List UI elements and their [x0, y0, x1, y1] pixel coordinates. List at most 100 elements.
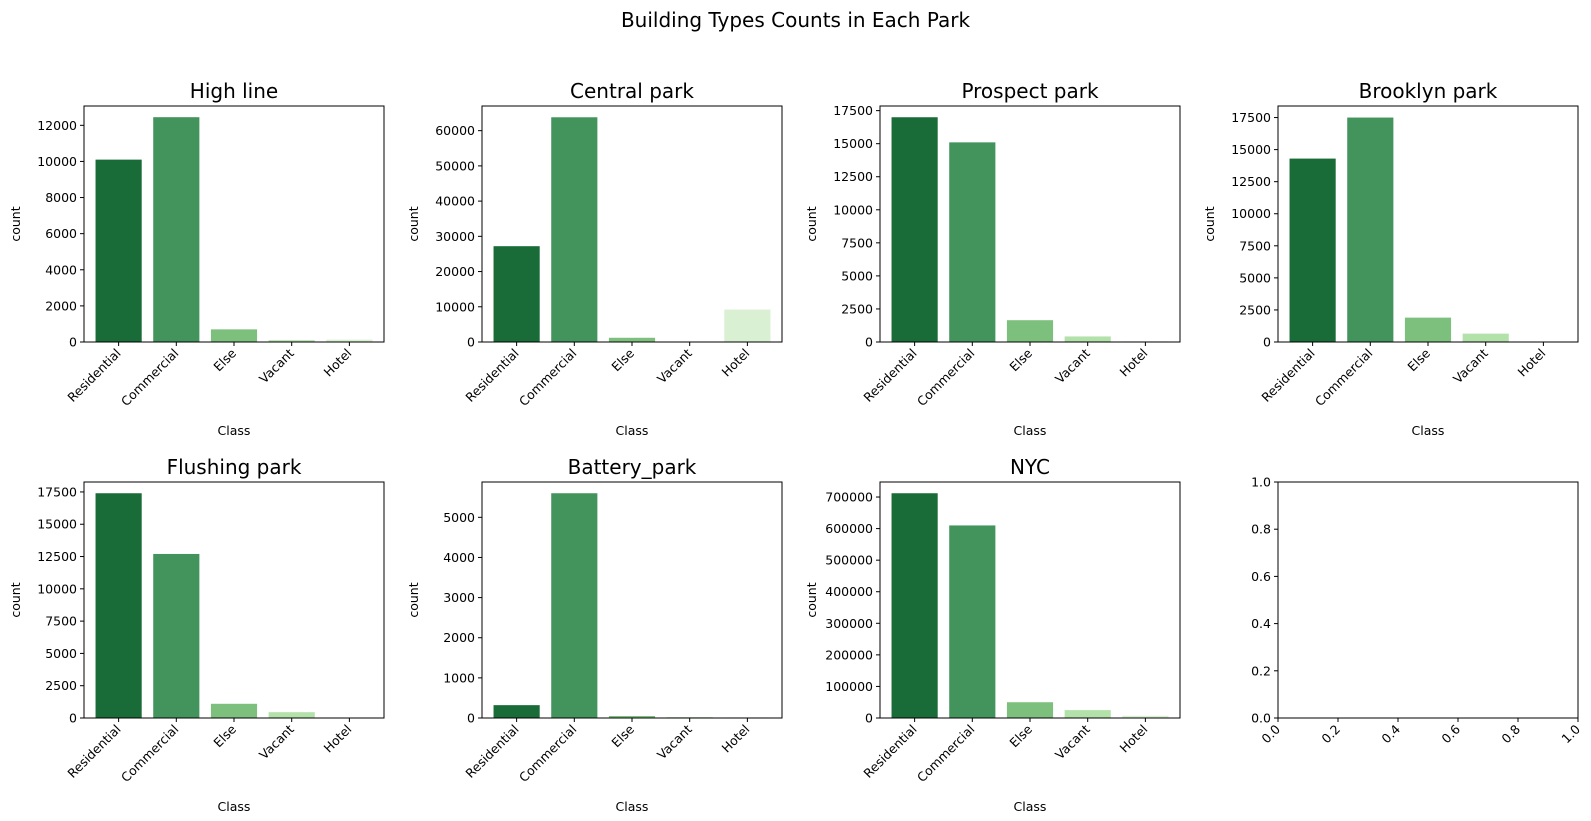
x-tick-label: Commercial	[1312, 346, 1375, 409]
y-tick-label: 0.4	[1251, 616, 1271, 631]
x-tick-label: Else	[210, 721, 239, 750]
axes-frame	[83, 105, 385, 343]
y-axis-label: count	[804, 206, 819, 241]
y-tick-label: 5000	[443, 510, 475, 525]
bar-else	[608, 337, 656, 342]
x-tick-label: 0.2	[1318, 722, 1343, 747]
y-tick-label: 2500	[841, 301, 873, 316]
bar-hotel	[724, 309, 771, 342]
y-tick-label: 3000	[443, 590, 475, 605]
y-tick-label: 0.2	[1251, 663, 1271, 678]
y-tick-label: 10000	[833, 202, 873, 217]
x-tick-label: Vacant	[256, 721, 297, 762]
x-tick-label: Residential	[64, 722, 123, 781]
y-axis-label: count	[8, 206, 23, 241]
x-tick-label: Residential	[462, 346, 521, 405]
subplot-title: Battery_park	[568, 455, 697, 479]
bar-vacant	[1462, 333, 1509, 342]
x-tick-label: Else	[1006, 345, 1035, 374]
x-tick-label: 0.6	[1438, 721, 1463, 746]
axes-frame	[481, 481, 783, 719]
bar-residential	[95, 159, 142, 342]
x-axis-label: Class	[1412, 423, 1445, 438]
x-tick-label: Commercial	[914, 722, 977, 785]
x-tick-label: Else	[210, 345, 239, 374]
y-tick-label: 2500	[45, 678, 77, 693]
y-tick-label: 0.6	[1251, 569, 1271, 584]
bar-commercial	[551, 117, 598, 343]
y-tick-label: 0	[467, 335, 475, 350]
x-tick-label: Vacant	[1052, 721, 1093, 762]
x-tick-label: Commercial	[516, 722, 579, 785]
y-tick-label: 12000	[37, 118, 77, 133]
y-tick-label: 600000	[825, 521, 873, 536]
y-tick-label: 1000	[443, 670, 475, 685]
bar-else	[210, 703, 258, 718]
bar-commercial	[949, 525, 996, 718]
y-tick-label: 12500	[833, 169, 873, 184]
bar-else	[210, 329, 258, 342]
y-tick-label: 500000	[825, 553, 873, 568]
bar-residential	[493, 705, 540, 718]
bar-commercial	[153, 553, 200, 718]
y-tick-label: 7500	[45, 614, 77, 629]
x-tick-label: Commercial	[914, 346, 977, 409]
y-tick-label: 1.0	[1251, 475, 1271, 490]
x-tick-label: Commercial	[516, 346, 579, 409]
y-tick-label: 50000	[435, 158, 475, 173]
y-tick-label: 0	[467, 711, 475, 726]
x-tick-label: Vacant	[1052, 345, 1093, 386]
y-tick-label: 6000	[45, 226, 77, 241]
x-tick-label: Else	[1404, 345, 1433, 374]
y-tick-label: 8000	[45, 190, 77, 205]
y-tick-label: 12500	[1231, 174, 1271, 189]
x-tick-label: 0.8	[1498, 721, 1523, 746]
axes-frame	[83, 481, 385, 719]
x-tick-label: Hotel	[320, 722, 354, 756]
x-tick-label: Vacant	[256, 345, 297, 386]
y-tick-label: 7500	[841, 235, 873, 250]
subplot-title: High line	[190, 79, 278, 103]
bar-hotel	[1122, 715, 1169, 718]
x-tick-label: 1.0	[1558, 721, 1583, 746]
subplot-8: 0.0 0.2 0.4 0.6 0.8 1.00.00.20.40.60.81.0	[1251, 475, 1583, 747]
bar-else	[1006, 320, 1054, 342]
subplot-title: NYC	[1010, 455, 1050, 479]
x-tick-label: Vacant	[654, 345, 695, 386]
x-tick-label: Hotel	[1116, 722, 1150, 756]
bar-hotel	[326, 339, 373, 342]
bar-else	[608, 715, 656, 718]
y-tick-label: 0	[69, 711, 77, 726]
y-tick-label: 5000	[841, 268, 873, 283]
axes-frame	[1277, 481, 1579, 719]
y-tick-label: 700000	[825, 490, 873, 505]
x-tick-label: Hotel	[1514, 346, 1548, 380]
x-tick-label: Residential	[860, 722, 919, 781]
x-tick-label: Commercial	[118, 346, 181, 409]
y-tick-label: 4000	[443, 550, 475, 565]
y-tick-label: 2500	[1239, 302, 1271, 317]
y-axis-label: count	[1202, 206, 1217, 241]
x-tick-label: 0.4	[1378, 721, 1403, 746]
bar-commercial	[1347, 117, 1394, 342]
x-axis-label: Class	[218, 423, 251, 438]
bar-residential	[891, 493, 938, 718]
y-tick-label: 60000	[435, 123, 475, 138]
y-tick-label: 100000	[825, 679, 873, 694]
bar-commercial	[551, 493, 598, 718]
y-tick-label: 4000	[45, 262, 77, 277]
bar-else	[1404, 317, 1452, 342]
axes-frame	[879, 105, 1181, 343]
y-tick-label: 5000	[45, 646, 77, 661]
bar-commercial	[949, 142, 996, 342]
y-tick-label: 0	[865, 335, 873, 350]
bar-residential	[1289, 158, 1336, 342]
x-tick-label: Hotel	[718, 346, 752, 380]
